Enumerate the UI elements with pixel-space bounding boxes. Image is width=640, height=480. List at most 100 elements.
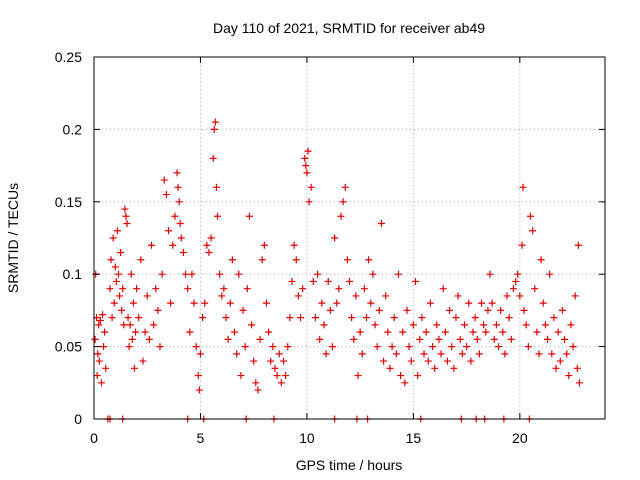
data-point xyxy=(384,328,392,336)
data-point xyxy=(173,169,181,177)
data-point xyxy=(458,350,466,358)
data-point xyxy=(141,328,149,336)
data-point xyxy=(121,205,129,213)
data-point xyxy=(167,299,175,307)
data-point xyxy=(574,241,582,249)
data-point xyxy=(241,343,249,351)
data-point xyxy=(145,335,153,343)
data-point xyxy=(486,270,494,278)
data-point xyxy=(569,343,577,351)
data-point xyxy=(369,270,377,278)
data-point xyxy=(311,314,319,322)
axis-ticks: 0 0.05 0.1 0.15 0.2 0.25 0 5 10 15 20 xyxy=(55,49,605,446)
data-point xyxy=(120,321,128,329)
data-point xyxy=(531,285,539,293)
data-point xyxy=(275,350,283,358)
data-point xyxy=(556,357,564,365)
data-point xyxy=(237,372,245,380)
data-point xyxy=(482,328,490,336)
data-point xyxy=(563,350,571,358)
x-axis-label: GPS time / hours xyxy=(296,457,403,473)
data-point xyxy=(309,277,317,285)
data-point xyxy=(303,169,311,177)
data-point xyxy=(152,285,160,293)
data-point xyxy=(401,379,409,387)
data-point xyxy=(365,256,373,264)
data-point xyxy=(95,321,103,329)
data-point xyxy=(575,379,583,387)
data-point xyxy=(354,372,362,380)
data-point xyxy=(158,270,166,278)
data-point xyxy=(182,270,190,278)
data-point xyxy=(302,162,310,170)
data-point xyxy=(322,350,330,358)
data-point xyxy=(174,183,182,191)
data-point xyxy=(273,372,281,380)
data-point xyxy=(99,311,107,319)
y-tick-label: 0.2 xyxy=(63,121,83,137)
data-point xyxy=(196,350,204,358)
data-point xyxy=(256,335,264,343)
data-point xyxy=(550,314,558,322)
data-point xyxy=(414,372,422,380)
x-tick-label: 0 xyxy=(90,430,98,446)
data-point xyxy=(363,314,371,322)
data-point xyxy=(507,335,515,343)
data-point xyxy=(250,357,258,365)
data-point xyxy=(292,256,300,264)
data-point xyxy=(132,328,140,336)
data-point xyxy=(203,241,211,249)
data-point xyxy=(254,386,262,394)
data-point xyxy=(113,227,121,235)
data-point xyxy=(465,299,473,307)
data-point xyxy=(231,328,239,336)
x-tick-label: 10 xyxy=(299,430,315,446)
data-point xyxy=(509,285,517,293)
y-tick-label: 0.25 xyxy=(55,49,82,65)
data-point xyxy=(243,285,251,293)
data-point xyxy=(165,227,173,235)
data-point xyxy=(93,372,101,380)
data-point xyxy=(130,364,138,372)
data-point xyxy=(380,357,388,365)
data-point xyxy=(106,285,114,293)
data-point xyxy=(424,357,432,365)
data-point xyxy=(558,306,566,314)
data-point xyxy=(343,256,351,264)
data-point xyxy=(501,350,509,358)
data-point xyxy=(418,314,426,322)
data-point xyxy=(210,125,218,133)
data-point xyxy=(127,270,135,278)
data-point xyxy=(516,292,524,300)
data-point xyxy=(114,270,122,278)
data-point xyxy=(150,321,158,329)
data-point xyxy=(390,314,398,322)
data-point xyxy=(277,379,285,387)
data-point xyxy=(224,335,232,343)
data-point xyxy=(147,241,155,249)
chart-title: Day 110 of 2021, SRMTID for receiver ab4… xyxy=(213,20,485,36)
data-point xyxy=(226,299,234,307)
data-point xyxy=(460,321,468,329)
data-point xyxy=(573,364,581,372)
data-point xyxy=(212,183,220,191)
data-point xyxy=(386,364,394,372)
data-point xyxy=(279,357,287,365)
y-tick-label: 0 xyxy=(74,411,82,427)
data-point xyxy=(567,321,575,329)
data-point xyxy=(326,306,334,314)
data-point xyxy=(546,270,554,278)
data-point xyxy=(388,343,396,351)
data-point xyxy=(552,364,560,372)
data-point xyxy=(162,191,170,199)
data-point xyxy=(505,314,513,322)
data-point xyxy=(213,212,221,220)
data-point xyxy=(522,321,530,329)
data-point xyxy=(463,343,471,351)
data-point xyxy=(290,241,298,249)
data-point xyxy=(282,372,290,380)
plot-frame xyxy=(93,56,606,420)
data-point xyxy=(456,335,464,343)
data-point xyxy=(529,227,537,235)
data-point xyxy=(495,343,503,351)
